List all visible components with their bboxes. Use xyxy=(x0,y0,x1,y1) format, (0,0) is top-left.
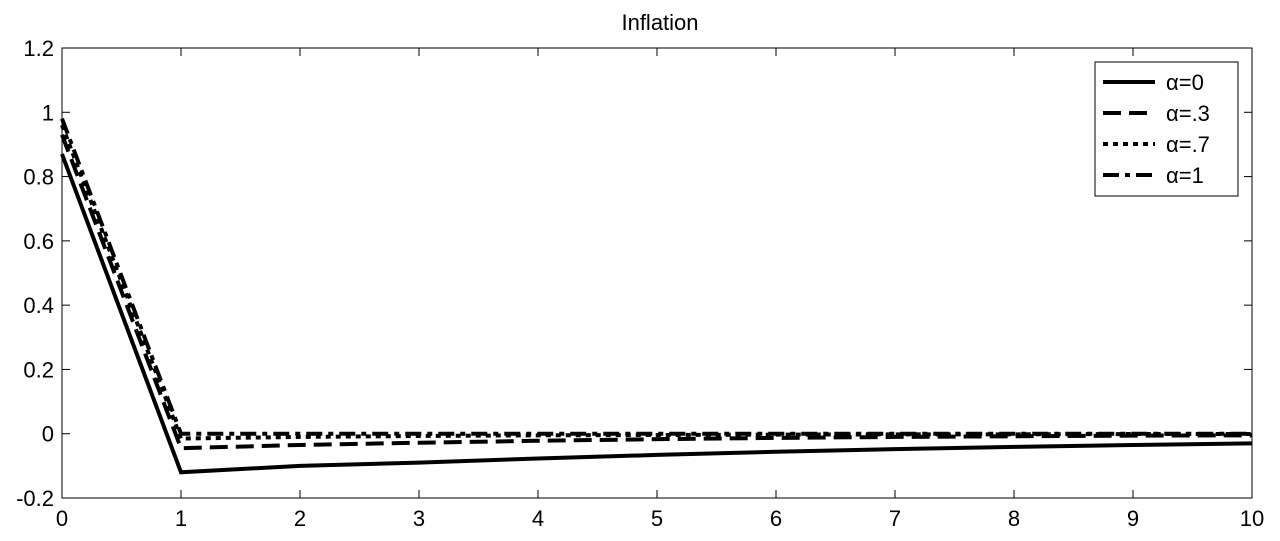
chart-title: Inflation xyxy=(621,10,698,35)
legend-label: α=.7 xyxy=(1166,132,1210,157)
x-tick-label: 7 xyxy=(889,506,901,531)
x-tick-label: 0 xyxy=(56,506,68,531)
legend-label: α=.3 xyxy=(1166,101,1210,126)
legend-label: α=1 xyxy=(1166,163,1204,188)
x-tick-label: 3 xyxy=(413,506,425,531)
x-tick-label: 10 xyxy=(1240,506,1264,531)
x-tick-label: 6 xyxy=(770,506,782,531)
series-lines xyxy=(60,118,1253,475)
x-tick-label: 5 xyxy=(651,506,663,531)
y-tick-label: 0.2 xyxy=(23,357,54,382)
y-tick-label: 1 xyxy=(42,100,54,125)
legend: α=0 α=.3 α=.7 α=1 xyxy=(1094,61,1239,197)
series-line xyxy=(60,118,1252,436)
x-tick-label: 1 xyxy=(175,506,187,531)
series-line xyxy=(60,153,1253,475)
axis-ticks: 0 1 2 3 4 5 6 7 8 9 10-0.200.20.40.60.811.2 xyxy=(16,36,1264,531)
x-tick-label: 9 xyxy=(1127,506,1139,531)
legend-label: α=0 xyxy=(1166,70,1204,95)
series-line xyxy=(60,124,1252,441)
y-tick-label: 0.8 xyxy=(23,165,54,190)
y-tick-label: -0.2 xyxy=(16,486,54,511)
x-tick-label: 2 xyxy=(294,506,306,531)
y-tick-label: 0.6 xyxy=(23,229,54,254)
y-tick-label: 0.4 xyxy=(23,293,54,318)
y-tick-label: 1.2 xyxy=(23,36,54,61)
series-line xyxy=(60,134,1253,451)
x-tick-label: 4 xyxy=(532,506,544,531)
y-tick-label: 0 xyxy=(42,422,54,447)
plot-area-frame xyxy=(61,47,1253,499)
x-tick-label: 8 xyxy=(1008,506,1020,531)
